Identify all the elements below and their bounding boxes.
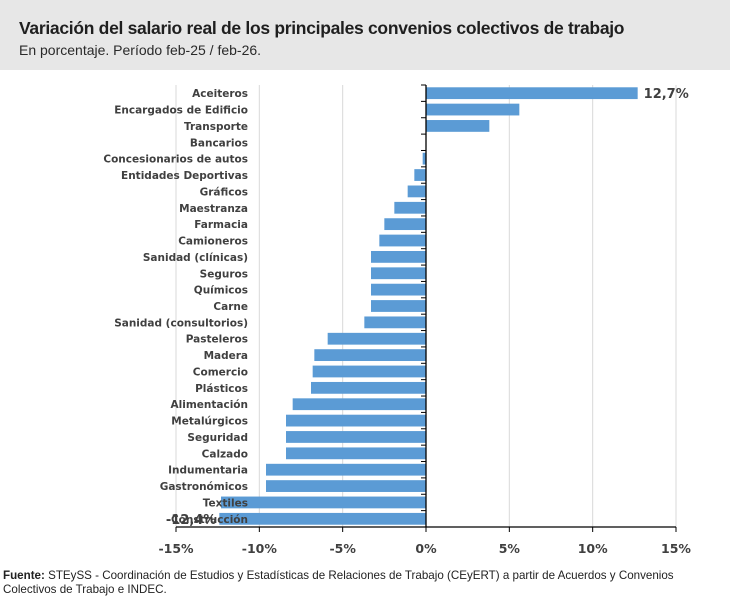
data-label: 12,7% xyxy=(644,87,689,102)
bar xyxy=(394,201,426,214)
category-label: Aceiteros xyxy=(192,88,248,100)
x-tick-labels: -15% -10% -5% 0% 5% 10% 15% xyxy=(158,541,691,556)
category-label: Carne xyxy=(213,301,248,313)
bar xyxy=(314,349,426,362)
category-label: Bancarios xyxy=(190,137,248,149)
bar xyxy=(312,365,426,378)
category-label: Concesionarios de autos xyxy=(103,154,248,166)
category-label: Entidades Deportivas xyxy=(121,170,248,182)
x-tick-label: 10% xyxy=(578,541,608,556)
bar xyxy=(426,103,520,116)
axes xyxy=(175,84,677,532)
category-label: Comercio xyxy=(193,366,248,378)
source-note: Fuente: STEySS - Coordinación de Estudio… xyxy=(3,569,728,597)
source-text: STEySS - Coordinación de Estudios y Esta… xyxy=(3,569,674,596)
x-tick-label: -10% xyxy=(242,541,278,556)
data-label: -12,4% xyxy=(166,513,217,528)
x-tick-label: -15% xyxy=(158,541,194,556)
category-label: Gastronómicos xyxy=(160,481,248,493)
bar xyxy=(414,169,426,181)
category-label: Camioneros xyxy=(178,236,248,248)
bar xyxy=(426,120,490,132)
bar xyxy=(371,283,426,296)
bar xyxy=(426,87,638,100)
x-tick-label: -5% xyxy=(329,541,356,556)
category-label: Transporte xyxy=(184,121,248,133)
bar xyxy=(286,414,426,427)
category-label: Textiles xyxy=(203,497,248,509)
bar-chart: Aceiteros Encargados de Edificio Transport… xyxy=(103,84,691,556)
category-labels: Aceiteros Encargados de Edificio Transport… xyxy=(103,88,248,526)
category-label: Seguridad xyxy=(187,432,248,444)
x-tick-label: 0% xyxy=(415,541,437,556)
category-label: Sanidad (consultorios) xyxy=(114,317,248,329)
bar xyxy=(379,234,426,247)
chart-subtitle: En porcentaje. Período feb-25 / feb-26. xyxy=(19,42,262,58)
category-label: Madera xyxy=(204,350,248,362)
bars xyxy=(219,87,638,525)
bar xyxy=(384,218,426,231)
bar xyxy=(219,512,426,525)
bar xyxy=(266,463,426,476)
category-label: Calzado xyxy=(202,448,248,460)
chart-header: Variación del salario real de los princi… xyxy=(0,0,730,70)
category-label: Encargados de Edificio xyxy=(114,105,248,117)
bar xyxy=(364,316,426,329)
data-labels: 12,7% -12,4% xyxy=(166,87,689,528)
bar xyxy=(286,447,426,460)
bar xyxy=(407,185,426,198)
bar xyxy=(371,267,426,280)
category-label: Metalúrgicos xyxy=(171,416,248,428)
chart-title: Variación del salario real de los princi… xyxy=(19,18,625,38)
bar xyxy=(311,381,426,394)
category-label: Alimentación xyxy=(171,399,248,411)
bar xyxy=(221,496,426,509)
bar xyxy=(292,398,426,411)
category-label: Seguros xyxy=(200,268,248,280)
bar xyxy=(371,300,426,312)
bar xyxy=(286,431,426,443)
category-label: Pasteleros xyxy=(186,334,248,346)
bar xyxy=(266,480,426,492)
category-label: Indumentaria xyxy=(168,465,248,477)
bar xyxy=(371,250,426,263)
bar xyxy=(327,332,426,345)
category-label: Farmacia xyxy=(194,219,248,231)
x-tick-label: 15% xyxy=(661,541,691,556)
source-label: Fuente: xyxy=(3,569,45,582)
x-tick-label: 5% xyxy=(499,541,521,556)
category-label: Plásticos xyxy=(195,383,248,395)
category-label: Maestranza xyxy=(179,203,248,215)
category-label: Sanidad (clínicas) xyxy=(143,252,248,264)
category-label: Químicos xyxy=(194,285,248,297)
category-label: Gráficos xyxy=(200,186,248,198)
bar xyxy=(422,152,426,165)
category-label: Construcción xyxy=(171,514,248,526)
gridlines xyxy=(175,85,677,527)
